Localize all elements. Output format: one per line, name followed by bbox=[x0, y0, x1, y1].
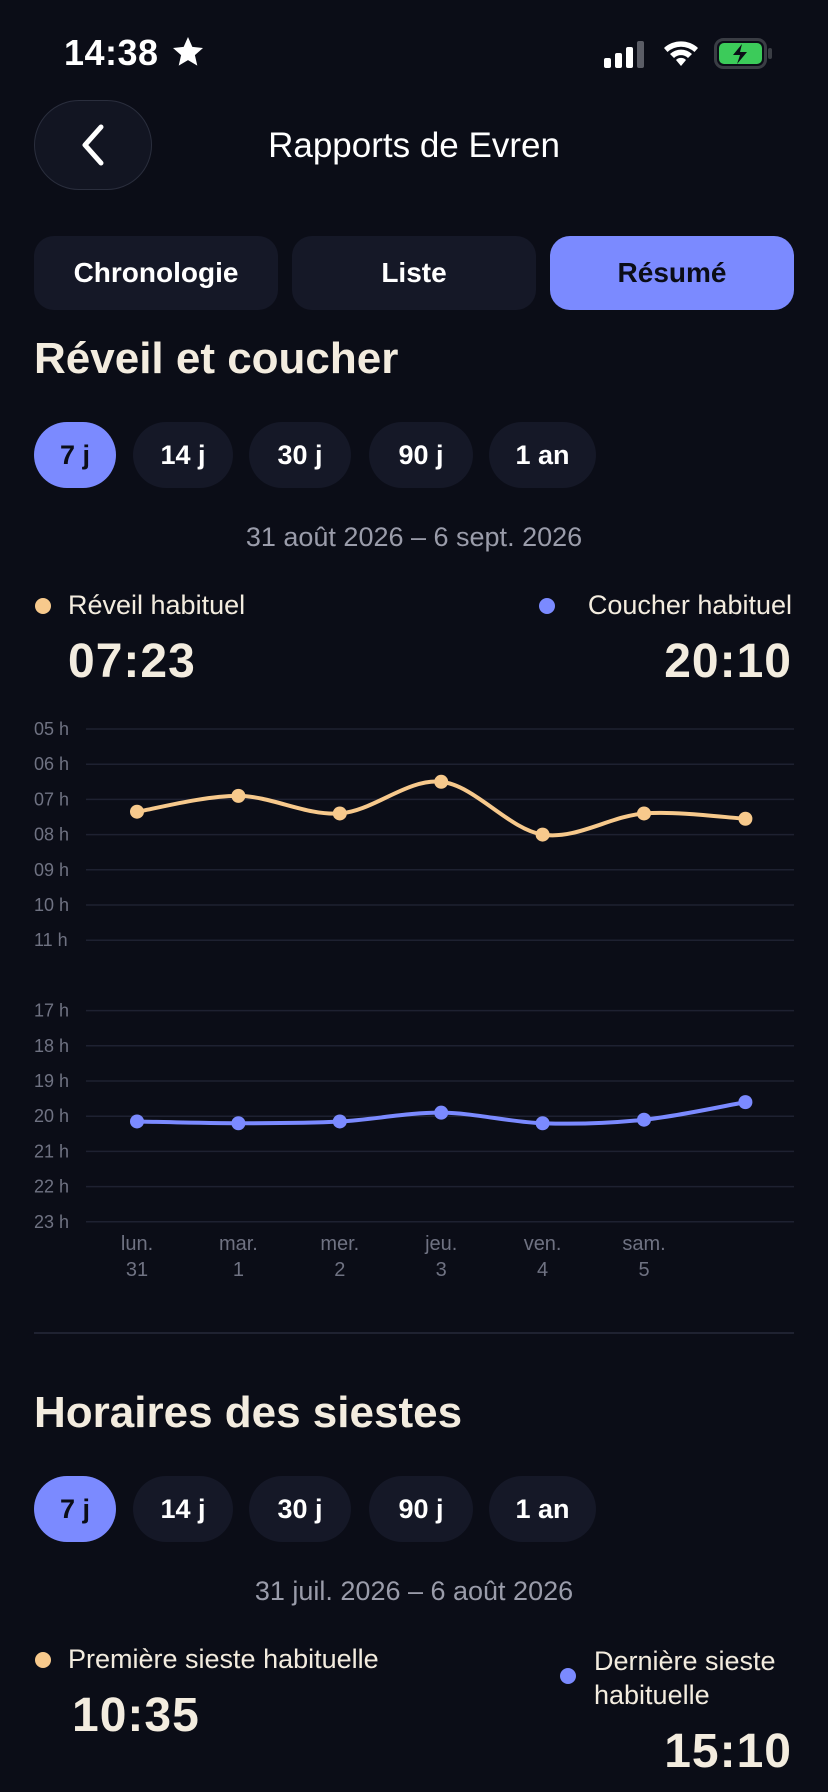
back-button[interactable] bbox=[34, 100, 152, 190]
last-nap-label: Dernière sieste habituelle bbox=[594, 1644, 776, 1712]
battery-charging-icon bbox=[714, 38, 772, 69]
wake-legend-label: Réveil habituel bbox=[68, 590, 246, 620]
star-icon bbox=[173, 37, 203, 66]
wake-data-point[interactable] bbox=[738, 811, 753, 826]
wake-data-point[interactable] bbox=[231, 788, 246, 803]
x-tick-day: sam. bbox=[622, 1233, 665, 1255]
y-tick-label: 22 h bbox=[34, 1177, 69, 1197]
first-nap-label: Première sieste habituelle bbox=[68, 1644, 379, 1674]
bed-legend-label: Coucher habituel bbox=[587, 590, 792, 620]
chevron-left-icon bbox=[82, 124, 104, 166]
wake-legend-dot bbox=[35, 598, 51, 614]
y-tick-label: 06 h bbox=[34, 754, 69, 774]
y-tick-label: 17 h bbox=[34, 1001, 69, 1021]
nap-range-30d-chip[interactable]: 30 j bbox=[249, 1476, 351, 1542]
x-tick-date: 1 bbox=[233, 1259, 244, 1281]
x-tick-day: mer. bbox=[320, 1233, 359, 1255]
section-divider bbox=[34, 1332, 794, 1334]
wake-series-line bbox=[135, 779, 748, 838]
wake-data-point[interactable] bbox=[535, 827, 550, 842]
x-tick-day: mar. bbox=[219, 1233, 258, 1255]
y-tick-label: 11 h bbox=[34, 930, 68, 950]
bed-data-point[interactable] bbox=[332, 1114, 347, 1129]
bed-data-point[interactable] bbox=[738, 1095, 753, 1110]
bed-data-point[interactable] bbox=[231, 1116, 246, 1131]
y-tick-label: 20 h bbox=[34, 1106, 69, 1126]
y-tick-label: 18 h bbox=[34, 1036, 69, 1056]
y-tick-label: 09 h bbox=[34, 860, 69, 880]
x-tick-date: 4 bbox=[537, 1259, 548, 1281]
bed-usual-time: 20:10 bbox=[664, 635, 792, 688]
cellular-signal-icon bbox=[604, 41, 644, 68]
x-tick-date: 31 bbox=[126, 1259, 148, 1281]
tab-resume[interactable]: Résumé bbox=[550, 236, 794, 310]
wake-data-point[interactable] bbox=[332, 806, 347, 821]
x-tick-day: lun. bbox=[121, 1233, 153, 1255]
nap-date-range: 31 juil. 2026 – 6 août 2026 bbox=[254, 1576, 574, 1606]
y-tick-label: 10 h bbox=[34, 895, 69, 915]
x-tick-date: 2 bbox=[334, 1259, 345, 1281]
first-nap-time: 10:35 bbox=[72, 1689, 200, 1742]
range-14d-chip[interactable]: 14 j bbox=[133, 422, 233, 488]
wake-bed-chart: 05 h 06 h 07 h 08 h 09 h 10 h 11 h 17 h 18 h 19 h… bbox=[34, 719, 794, 1281]
x-tick-date: 5 bbox=[638, 1259, 649, 1281]
nap-section-title: Horaires des siestes bbox=[34, 1388, 463, 1437]
bed-data-point[interactable] bbox=[130, 1114, 144, 1129]
last-nap-label-line1: Dernière sieste bbox=[594, 1646, 776, 1676]
y-tick-label: 21 h bbox=[34, 1141, 69, 1161]
range-90d-chip[interactable]: 90 j bbox=[369, 422, 473, 488]
first-nap-legend-dot bbox=[35, 1652, 51, 1668]
range-7d-chip[interactable]: 7 j bbox=[34, 422, 116, 488]
bed-legend-dot bbox=[539, 598, 555, 614]
x-tick-date: 3 bbox=[436, 1259, 447, 1281]
x-tick-day: ven. bbox=[524, 1233, 562, 1255]
y-tick-label: 08 h bbox=[34, 825, 69, 845]
wake-usual-time: 07:23 bbox=[68, 635, 196, 688]
status-time: 14:38 bbox=[64, 32, 159, 73]
bed-data-point[interactable] bbox=[535, 1116, 550, 1131]
range-30d-chip[interactable]: 30 j bbox=[249, 422, 351, 488]
bed-data-point[interactable] bbox=[434, 1105, 449, 1120]
x-tick-day: jeu. bbox=[424, 1233, 457, 1255]
range-1y-chip[interactable]: 1 an bbox=[489, 422, 596, 488]
y-tick-label: 07 h bbox=[34, 789, 69, 809]
page-title: Rapports de Evren bbox=[268, 126, 560, 165]
wake-bed-section-title: Réveil et coucher bbox=[34, 334, 399, 383]
tab-liste[interactable]: Liste bbox=[292, 236, 536, 310]
nap-range-7d-chip[interactable]: 7 j bbox=[34, 1476, 116, 1542]
last-nap-time: 15:10 bbox=[664, 1725, 792, 1778]
bed-data-point[interactable] bbox=[637, 1112, 651, 1127]
wake-data-point[interactable] bbox=[130, 804, 144, 819]
wifi-icon bbox=[664, 41, 698, 66]
wake-data-point[interactable] bbox=[637, 806, 651, 821]
nap-range-14d-chip[interactable]: 14 j bbox=[133, 1476, 233, 1542]
last-nap-legend-dot bbox=[560, 1668, 576, 1684]
y-tick-label: 23 h bbox=[34, 1212, 69, 1232]
nap-range-90d-chip[interactable]: 90 j bbox=[369, 1476, 473, 1542]
wake-data-point[interactable] bbox=[434, 774, 449, 789]
y-tick-label: 05 h bbox=[34, 719, 69, 739]
tab-chronologie[interactable]: Chronologie bbox=[34, 236, 278, 310]
wake-date-range: 31 août 2026 – 6 sept. 2026 bbox=[245, 522, 583, 552]
last-nap-label-line2: habituelle bbox=[594, 1680, 710, 1710]
y-tick-label: 19 h bbox=[34, 1071, 69, 1091]
nap-range-1y-chip[interactable]: 1 an bbox=[489, 1476, 596, 1542]
